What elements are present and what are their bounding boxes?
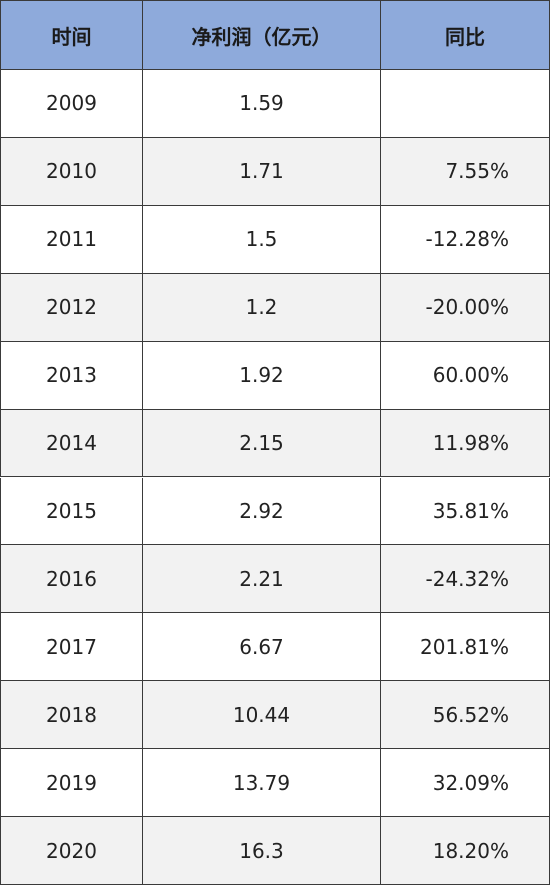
cell-text: 2.92 [239, 498, 284, 523]
cell-text: 18.20% [432, 838, 509, 863]
cell-text: 2011 [46, 227, 97, 252]
cell-text: 32.09% [432, 770, 509, 795]
cell-text: 2.21 [239, 566, 284, 591]
table-cell: -20.00% [381, 273, 550, 342]
table-cell: 2009 [0, 70, 143, 138]
header-cell: 时间 [0, 0, 143, 70]
cell-text: 60.00% [432, 363, 509, 388]
table-cell: 2016 [0, 545, 143, 614]
table-cell: 2017 [0, 613, 143, 682]
cell-text: 201.81% [420, 634, 509, 659]
table-cell: 2018 [0, 681, 143, 750]
table-cell: 7.55% [381, 137, 550, 206]
table-cell: 1.5 [143, 205, 381, 274]
cell-text: 时间 [51, 24, 92, 49]
table-cell: 2.15 [143, 409, 381, 478]
table-cell: 1.2 [143, 273, 381, 342]
table-cell: 2010 [0, 137, 143, 206]
table-cell: -24.32% [381, 545, 550, 614]
table-cell: 32.09% [381, 749, 550, 818]
table-cell: 35.81% [381, 477, 550, 546]
cell-text: 11.98% [432, 431, 509, 456]
table-cell: 2.92 [143, 477, 381, 546]
table-cell: 2011 [0, 205, 143, 274]
header-cell: 同比 [381, 0, 550, 70]
cell-text: -20.00% [425, 295, 509, 320]
cell-text: 1.59 [239, 91, 284, 116]
cell-text: 2020 [46, 838, 97, 863]
cell-text: 7.55% [445, 159, 509, 184]
cell-text: 2014 [46, 431, 97, 456]
table-cell: 2020 [0, 817, 143, 885]
table-cell: 2014 [0, 409, 143, 478]
cell-text: 56.52% [432, 702, 509, 727]
table-cell: 2012 [0, 273, 143, 342]
cell-text: 2013 [46, 363, 97, 388]
cell-text: 2019 [46, 770, 97, 795]
cell-text: 2009 [46, 91, 97, 116]
cell-text: 1.71 [239, 159, 284, 184]
table-cell: 2015 [0, 477, 143, 546]
table-cell: -12.28% [381, 205, 550, 274]
table-cell [381, 70, 550, 138]
cell-text: -24.32% [425, 566, 509, 591]
cell-text: -12.28% [425, 227, 509, 252]
table-cell: 13.79 [143, 749, 381, 818]
cell-text: 2.15 [239, 431, 284, 456]
table-cell: 1.59 [143, 70, 381, 138]
cell-text: 1.5 [245, 227, 278, 252]
cell-text: 35.81% [432, 498, 509, 523]
cell-text: 2015 [46, 498, 97, 523]
table-cell: 6.67 [143, 613, 381, 682]
table-cell: 1.92 [143, 341, 381, 410]
table-cell: 2013 [0, 341, 143, 410]
cell-text: 2017 [46, 634, 97, 659]
cell-text: 13.79 [232, 770, 291, 795]
table-cell: 18.20% [381, 817, 550, 885]
table-cell: 60.00% [381, 341, 550, 410]
cell-text: 2012 [46, 295, 97, 320]
cell-text: 同比 [445, 24, 485, 49]
cell-text: 1.2 [245, 295, 278, 320]
cell-text: 2016 [46, 566, 97, 591]
cell-text: 1.92 [239, 363, 284, 388]
cell-text: 净利润（亿元） [191, 24, 332, 49]
cell-text: 10.44 [232, 702, 291, 727]
table-cell: 11.98% [381, 409, 550, 478]
cell-text: 16.3 [239, 838, 284, 863]
cell-text: 2018 [46, 702, 97, 727]
table-cell: 2.21 [143, 545, 381, 614]
table-cell: 2019 [0, 749, 143, 818]
header-cell: 净利润（亿元） [143, 0, 381, 70]
table-cell: 16.3 [143, 817, 381, 885]
cell-text: 2010 [46, 159, 97, 184]
table-cell: 56.52% [381, 681, 550, 750]
cell-text: 6.67 [239, 634, 284, 659]
table-cell: 1.71 [143, 137, 381, 206]
table-cell: 10.44 [143, 681, 381, 750]
table-cell: 201.81% [381, 613, 550, 682]
